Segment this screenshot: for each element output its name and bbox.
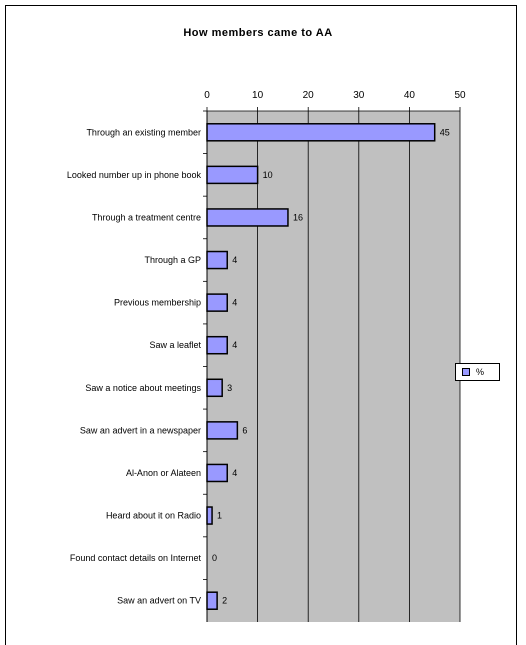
bar	[206, 165, 259, 185]
data-label: 6	[242, 425, 247, 435]
data-label: 4	[232, 468, 237, 478]
x-axis-ticks: 0 10 20 30 40 50	[204, 90, 466, 101]
bar	[206, 293, 228, 312]
category-label: Saw an advert on TV	[117, 596, 201, 606]
legend-label: %	[476, 367, 485, 377]
category-label: Looked number up in phone book	[67, 170, 202, 180]
data-label: 45	[440, 127, 450, 137]
category-label: Through a GP	[144, 255, 201, 265]
legend: %	[455, 363, 500, 381]
data-label: 10	[263, 170, 273, 180]
category-label: Through an existing member	[86, 127, 201, 137]
data-label: 4	[232, 298, 237, 308]
bar	[206, 123, 436, 142]
data-label: 1	[217, 511, 222, 521]
category-labels: Through an existing member Looked number …	[67, 110, 207, 606]
bar	[206, 208, 289, 227]
bar	[206, 591, 218, 610]
x-tick-label: 30	[353, 90, 365, 101]
chart-title: How members came to AA	[183, 27, 332, 39]
category-label: Saw a notice about meetings	[85, 383, 201, 393]
data-label: 4	[232, 340, 237, 350]
x-tick-label: 50	[454, 90, 466, 101]
x-tick-label: 10	[252, 90, 264, 101]
category-label: Al-Anon or Alateen	[126, 468, 201, 478]
bar	[206, 378, 223, 398]
plot-area	[207, 111, 460, 622]
bar	[206, 335, 228, 355]
data-label: 4	[232, 255, 237, 265]
data-label: 0	[212, 553, 217, 563]
chart-frame	[5, 5, 517, 645]
legend-swatch	[462, 368, 470, 376]
category-label: Saw a leaflet	[149, 340, 201, 350]
category-label: Previous membership	[114, 298, 201, 308]
x-tick-label: 0	[204, 90, 210, 101]
data-label: 2	[222, 596, 227, 606]
x-tick-label: 20	[303, 90, 315, 101]
data-label: 3	[227, 383, 232, 393]
category-label: Saw an advert in a newspaper	[80, 425, 201, 435]
bars	[206, 123, 436, 610]
bar	[206, 250, 228, 270]
bar	[206, 506, 213, 525]
category-label: Heard about it on Radio	[106, 511, 201, 521]
x-tick-label: 40	[404, 90, 416, 101]
bar	[206, 463, 228, 483]
category-label: Found contact details on Internet	[70, 553, 202, 563]
category-label: Through a treatment centre	[92, 212, 201, 222]
data-label: 16	[293, 212, 303, 222]
bar	[206, 421, 239, 440]
